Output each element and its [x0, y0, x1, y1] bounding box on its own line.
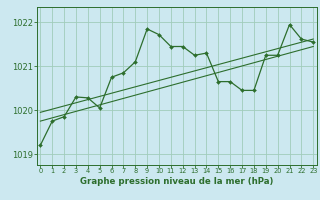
- X-axis label: Graphe pression niveau de la mer (hPa): Graphe pression niveau de la mer (hPa): [80, 177, 274, 186]
